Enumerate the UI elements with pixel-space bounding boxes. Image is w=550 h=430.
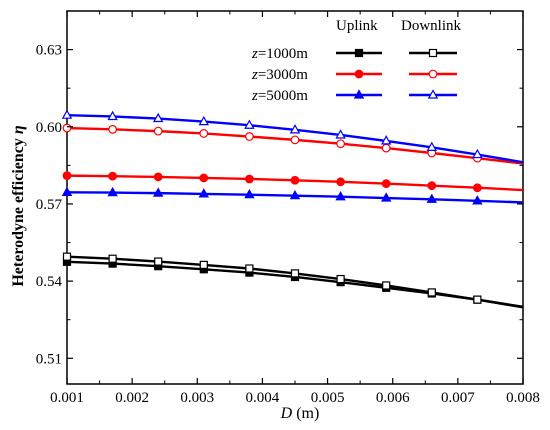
x-tick-label: 0.005 <box>311 390 345 406</box>
data-point <box>108 171 117 181</box>
data-point <box>107 110 118 121</box>
data-point <box>336 139 346 149</box>
data-point <box>62 171 72 181</box>
data-point <box>473 183 482 193</box>
data-point <box>382 281 391 290</box>
y-tick-label: 0.63 <box>36 43 62 59</box>
legend-uplink-marker <box>354 69 364 79</box>
data-point <box>290 175 300 185</box>
legend-downlink-marker <box>428 48 438 58</box>
x-tick-label: 0.007 <box>441 390 475 406</box>
data-point <box>62 252 72 261</box>
data-point <box>244 119 255 129</box>
data-point <box>199 260 208 269</box>
legend-label: z=1000m <box>251 46 308 62</box>
data-point <box>381 143 391 153</box>
y-axis-label: Heterodyne efficiency η <box>10 125 27 287</box>
data-point <box>289 124 301 134</box>
data-point <box>152 112 164 123</box>
data-point <box>290 269 300 278</box>
legend-downlink-marker <box>427 89 439 99</box>
x-tick-label: 0.004 <box>246 390 280 406</box>
legend-header-uplink: Uplink <box>336 18 378 34</box>
x-tick-label: 0.002 <box>115 390 149 406</box>
series-z-5000m-uplink <box>61 186 524 205</box>
legend-downlink-marker <box>428 69 438 79</box>
x-tick-label: 0.008 <box>506 390 540 406</box>
data-point <box>290 135 300 145</box>
y-tick-label: 0.57 <box>36 197 63 213</box>
data-point <box>426 193 438 203</box>
data-point <box>152 187 164 197</box>
data-point <box>153 172 163 182</box>
data-point <box>336 177 346 187</box>
data-point <box>381 179 391 189</box>
series-z-3000m-uplink <box>62 171 524 193</box>
legend-row: z=1000m <box>251 46 457 62</box>
data-point <box>244 188 255 199</box>
data-point <box>380 192 392 202</box>
series-z-5000m-downlink <box>61 109 524 164</box>
x-tick-label: 0.001 <box>50 390 84 406</box>
legend: Uplink Downlink z=1000m z=3000m z=5000m <box>251 18 462 104</box>
data-point <box>244 132 254 141</box>
data-point <box>289 189 301 200</box>
legend-label: z=3000m <box>251 67 308 83</box>
data-point <box>107 186 118 197</box>
data-point <box>427 181 437 191</box>
data-point <box>473 295 482 304</box>
data-point <box>108 254 117 263</box>
data-point <box>245 264 254 273</box>
data-point <box>472 148 483 159</box>
data-point <box>198 115 210 126</box>
series-z-1000m-downlink <box>62 252 524 309</box>
series-z-3000m-downlink <box>62 123 524 165</box>
series-layer <box>61 109 524 309</box>
data-point <box>61 109 73 119</box>
data-point <box>335 129 346 139</box>
data-point <box>61 186 73 196</box>
data-point <box>154 257 163 266</box>
legend-uplink-marker <box>353 89 365 99</box>
data-point <box>336 274 345 284</box>
x-axis-label-symbol: D <box>280 405 293 422</box>
legend-label: z=5000m <box>251 88 308 104</box>
data-point <box>198 188 210 198</box>
data-point <box>62 123 72 133</box>
legend-row: z=5000m <box>251 88 457 104</box>
data-point <box>108 124 117 134</box>
x-tick-label: 0.003 <box>180 390 214 406</box>
y-tick-label: 0.54 <box>36 274 63 290</box>
series-z-1000m-uplink <box>62 257 524 309</box>
axes-layer: 0.001 0.002 0.003 0.004 0.005 0.006 0.007 0.008… <box>36 11 540 406</box>
legend-header-downlink: Downlink <box>401 18 462 34</box>
data-point <box>153 126 163 136</box>
y-axis-label-text: Heterodyne efficiency <box>10 134 27 287</box>
series-line <box>66 260 524 309</box>
y-tick-label: 0.60 <box>36 120 62 136</box>
data-point <box>426 141 438 151</box>
data-point <box>199 129 209 138</box>
data-point <box>199 173 209 183</box>
data-point <box>244 174 254 184</box>
legend-uplink-marker <box>354 48 364 58</box>
data-point <box>472 195 483 205</box>
data-point <box>427 288 436 297</box>
x-tick-label: 0.006 <box>376 390 410 406</box>
x-axis-label-unit: (m) <box>292 405 319 422</box>
y-tick-label: 0.51 <box>36 351 62 367</box>
data-point <box>380 135 392 145</box>
y-axis-label-symbol: η <box>10 125 27 134</box>
x-axis-label: D (m) <box>280 405 320 422</box>
legend-row: z=3000m <box>251 67 457 83</box>
data-point <box>335 191 346 201</box>
